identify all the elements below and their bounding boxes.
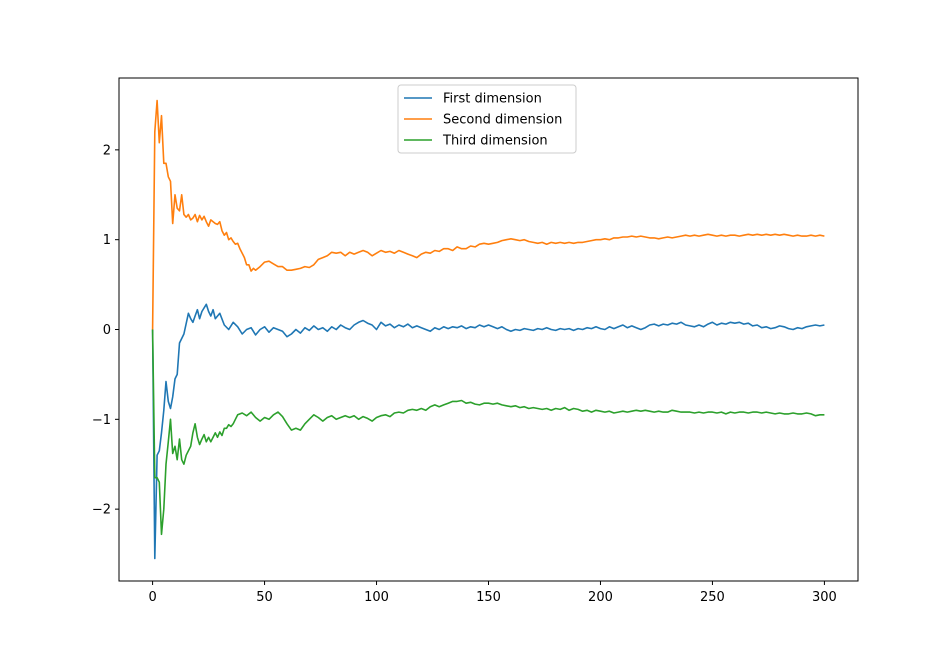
legend-label-2: Second dimension	[443, 113, 562, 128]
y-axis: −2 −1 0 1 2	[92, 143, 119, 518]
y-tick-label: −2	[92, 503, 111, 518]
legend-label-3: Third dimension	[442, 134, 548, 149]
y-tick-label: 2	[103, 143, 111, 158]
series-line-1	[151, 303, 825, 560]
x-axis: 0 50 100 150 200 250 300	[148, 581, 837, 605]
plot-lines	[151, 99, 825, 560]
series-line-3	[151, 329, 825, 536]
x-tick-label: 300	[812, 590, 837, 605]
x-tick-label: 0	[148, 590, 156, 605]
x-tick-label: 250	[700, 590, 725, 605]
x-tick-label: 200	[588, 590, 613, 605]
series-line-2	[151, 99, 825, 330]
legend-label-1: First dimension	[443, 92, 542, 107]
legend-box	[397, 84, 577, 154]
y-tick-label: 1	[103, 233, 111, 248]
y-tick-label: −1	[92, 413, 111, 428]
x-tick-label: 150	[476, 590, 501, 605]
y-tick-label: 0	[103, 323, 111, 338]
x-tick-label: 100	[364, 590, 389, 605]
legend: First dimension Second dimension Third dim…	[397, 84, 577, 154]
x-tick-label: 50	[256, 590, 273, 605]
